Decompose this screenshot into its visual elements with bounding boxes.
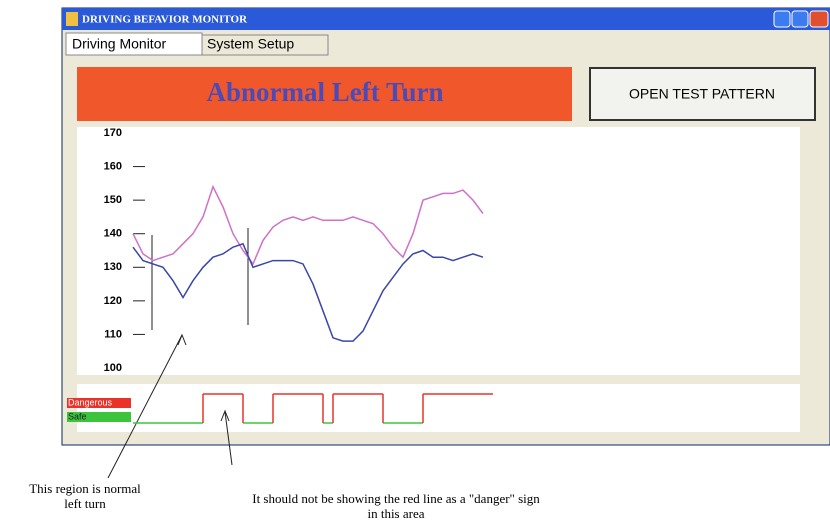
- annotation: It should not be showing the red line as…: [252, 491, 540, 521]
- app-icon: [66, 12, 78, 26]
- tab-label: Driving Monitor: [72, 36, 166, 52]
- test-pattern-button[interactable]: [589, 67, 816, 121]
- status-text: Abnormal Left Turn: [206, 77, 443, 107]
- annotation-arrow: [224, 411, 233, 466]
- y-tick-label: 110: [104, 328, 122, 340]
- button-label: OPEN TEST PATTERN: [629, 86, 775, 102]
- level-label: Safe: [68, 411, 87, 421]
- close-button[interactable]: [809, 10, 829, 28]
- y-tick-label: 150: [104, 194, 122, 206]
- status-banner: [77, 67, 572, 121]
- annotation: This region is normal left turn: [29, 481, 141, 511]
- data-line: [132, 184, 484, 266]
- arrow-head: [220, 409, 230, 422]
- minimize-button[interactable]: [773, 10, 791, 28]
- maximize-button[interactable]: [791, 10, 809, 28]
- level-label: Dangerous: [68, 397, 113, 407]
- tab[interactable]: [201, 34, 329, 56]
- y-tick-label: 130: [104, 261, 122, 273]
- window-title: DRIVING BEFAVIOR MONITOR: [82, 14, 248, 26]
- level-swatch: [67, 412, 131, 422]
- chart-panel: [77, 127, 800, 375]
- arrow-head: [177, 333, 187, 346]
- y-tick-label: 160: [104, 160, 122, 172]
- y-tick-label: 100: [104, 362, 122, 374]
- tab-label: System Setup: [207, 36, 294, 52]
- annotation-arrow: [107, 334, 183, 479]
- level-swatch: [67, 398, 131, 408]
- y-tick-label: 170: [104, 127, 122, 139]
- state-panel: [77, 384, 800, 432]
- data-line: [132, 242, 484, 342]
- title-bar: [62, 8, 830, 30]
- y-tick-label: 140: [104, 228, 122, 240]
- y-tick-label: 120: [104, 295, 122, 307]
